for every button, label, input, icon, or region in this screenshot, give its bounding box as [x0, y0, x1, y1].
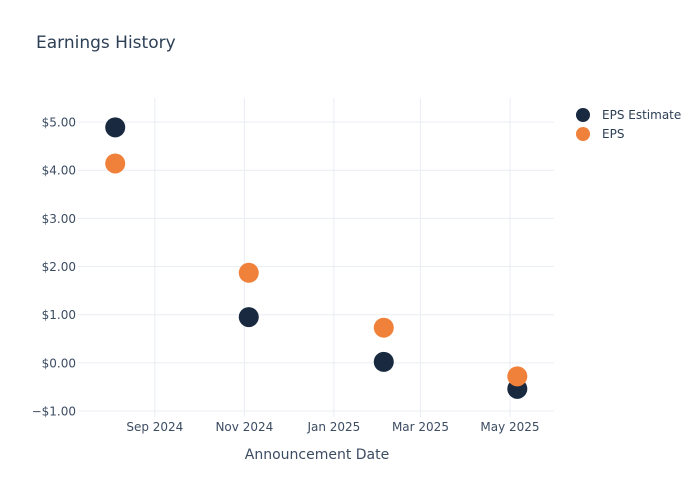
legend-item-eps[interactable]: EPS — [576, 124, 681, 143]
x-tick-label: Mar 2025 — [392, 420, 449, 434]
y-tick-label: $0.00 — [42, 356, 76, 370]
y-tick-label: $4.00 — [42, 164, 76, 178]
x-tick-label: Jan 2025 — [306, 420, 360, 434]
eps-estimate-marker-icon — [576, 107, 590, 122]
eps-estimate-point[interactable] — [105, 117, 126, 138]
eps-point[interactable] — [507, 366, 528, 387]
y-tick-label: $3.00 — [42, 212, 76, 226]
eps-estimate-point[interactable] — [373, 351, 394, 372]
x-tick-label: Sep 2024 — [126, 420, 183, 434]
x-tick-label: Nov 2024 — [215, 420, 273, 434]
eps-estimate-point[interactable] — [238, 307, 259, 328]
y-tick-label: $2.00 — [42, 260, 76, 274]
legend-label-eps: EPS — [602, 126, 625, 141]
y-tick-label: −$1.00 — [32, 405, 76, 419]
x-axis-title: Announcement Date — [244, 447, 390, 463]
eps-point[interactable] — [105, 153, 126, 174]
y-tick-label: $5.00 — [42, 116, 76, 130]
eps-point[interactable] — [238, 262, 259, 283]
legend-item-eps-estimate[interactable]: EPS Estimate — [576, 105, 681, 124]
legend-label-eps-estimate: EPS Estimate — [602, 107, 682, 122]
y-tick-label: $1.00 — [42, 308, 76, 322]
legend: EPS Estimate EPS — [576, 105, 681, 143]
eps-marker-icon — [576, 126, 590, 141]
eps-point[interactable] — [373, 317, 394, 338]
x-tick-label: May 2025 — [480, 420, 539, 434]
chart-title: Earnings History — [36, 33, 176, 53]
